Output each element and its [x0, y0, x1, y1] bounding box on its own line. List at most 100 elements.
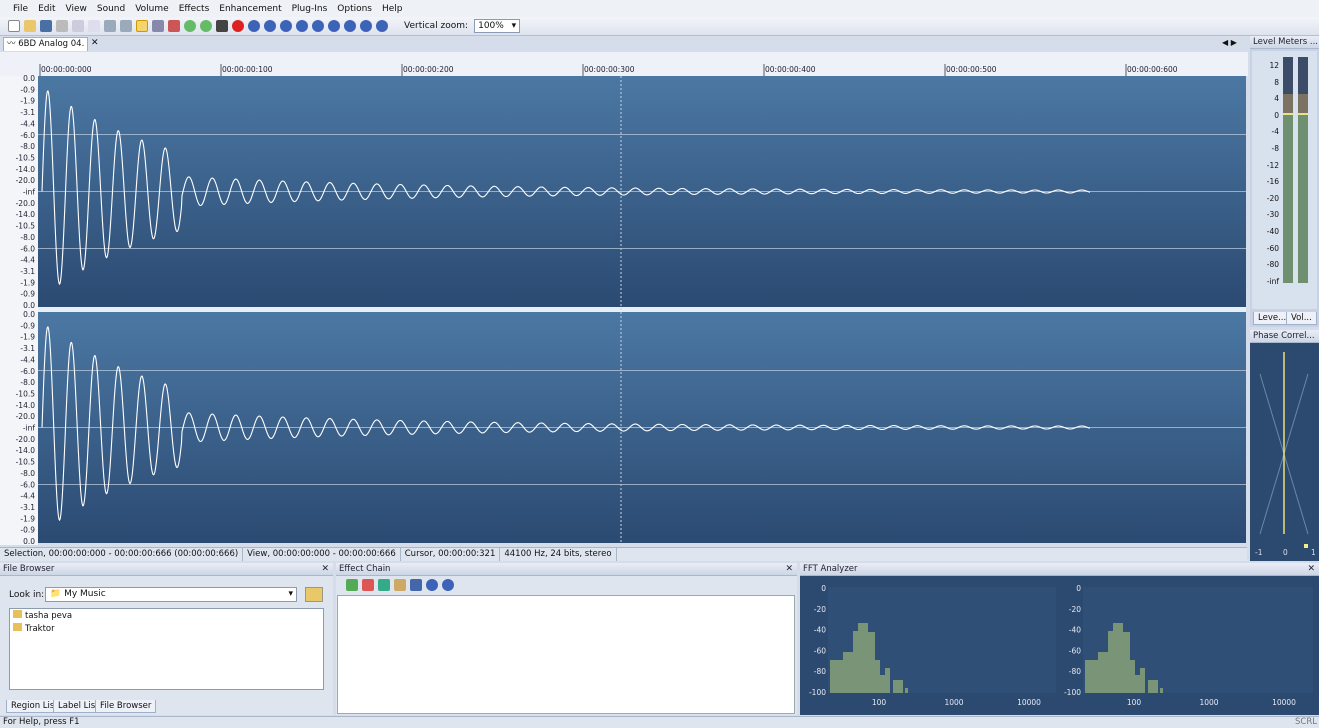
panel-header: Phase Correl... — [1250, 330, 1319, 343]
undo-button[interactable] — [104, 20, 116, 32]
forward-button[interactable] — [360, 20, 372, 32]
menu-item[interactable]: View — [65, 3, 87, 14]
fft-y-label: -80 — [814, 667, 826, 676]
amplitude-label: -4.4 — [20, 256, 35, 265]
folder-icon — [13, 623, 22, 631]
amplitude-label: -10.5 — [16, 153, 36, 162]
document-tab[interactable]: 〰 6BD Analog 04. — [3, 37, 88, 51]
fft-y-label: -40 — [814, 626, 826, 635]
tab-scroll[interactable]: ◀ ▶ — [1222, 38, 1237, 47]
pause-button[interactable] — [344, 20, 356, 32]
menu-item[interactable]: Effects — [178, 3, 210, 14]
status-field: View, 00:00:00:000 - 00:00:00:666 — [243, 548, 401, 561]
menu-item[interactable]: Volume — [135, 3, 169, 14]
fft-y-label: -60 — [814, 646, 826, 655]
amplitude-label: -10.5 — [16, 389, 36, 398]
fft-y-label: -20 — [814, 605, 826, 614]
back-button[interactable] — [264, 20, 276, 32]
zoom-label: Vertical zoom: — [404, 21, 469, 31]
fft-y-label: -20 — [1069, 605, 1081, 614]
folder-dropdown[interactable]: 📁 My Music ▾ — [45, 587, 297, 602]
menu-item[interactable]: File — [13, 3, 29, 14]
panel-tab[interactable]: Vol... — [1286, 312, 1317, 325]
meter-scale-label: 12 — [1269, 61, 1279, 70]
amplitude-label: -6.0 — [20, 480, 35, 489]
meter-scale-label: 0 — [1274, 110, 1279, 120]
scrub-tool[interactable] — [168, 20, 180, 32]
menu-item[interactable]: Plug-Ins — [291, 3, 328, 14]
save-button[interactable] — [40, 20, 52, 32]
channel-separator — [38, 307, 1246, 312]
fft-plots: 0 -20 -40 -60 -80 -100 100 1000 10000 0 -20 -40 -60 -… — [809, 584, 1313, 707]
folder-name: My Music — [64, 589, 106, 599]
look-in-label: Look in: — [9, 590, 45, 600]
amplitude-label: -1.9 — [20, 333, 35, 342]
menu-item[interactable]: Help — [382, 3, 403, 14]
snap-button[interactable] — [216, 20, 228, 32]
meter-scale-label: -8 — [1271, 144, 1279, 153]
fft-y-label: -100 — [809, 688, 826, 697]
amplitude-ruler — [0, 76, 38, 545]
up-folder-button[interactable] — [305, 587, 323, 602]
menu-item[interactable]: Edit — [38, 3, 56, 14]
time-label: 00:00:00:300 — [584, 65, 635, 74]
folder-icon — [13, 610, 22, 618]
open-button[interactable] — [24, 20, 36, 32]
amplitude-label: 0.0 — [23, 310, 35, 319]
cut-button[interactable] — [56, 20, 68, 32]
fft-y-label: 0 — [1076, 584, 1081, 593]
record-button[interactable] — [232, 20, 244, 32]
panel-title: Level Meters ... — [1253, 37, 1318, 47]
play-selection-button[interactable] — [296, 20, 308, 32]
panel-title: File Browser — [3, 564, 55, 574]
end-button[interactable] — [376, 20, 388, 32]
loop-button[interactable] — [312, 20, 324, 32]
close-tab[interactable]: ✕ — [91, 38, 99, 48]
correlation-indicator — [1304, 544, 1308, 548]
meter-scale-label: -20 — [1266, 193, 1279, 203]
amplitude-label: -8.0 — [20, 233, 35, 242]
file-item[interactable]: tasha peva — [10, 609, 323, 622]
zoom-out-button[interactable] — [200, 20, 212, 32]
amplitude-label: -1.9 — [20, 278, 35, 287]
amplitude-label: -4.4 — [20, 492, 35, 501]
rewind-button[interactable] — [248, 20, 260, 32]
copy-button[interactable] — [72, 20, 84, 32]
fft-panel: FFT Analyzer ✕ 0 -20 -40 -60 -80 -100 100 1000 10… — [800, 563, 1319, 715]
amplitude-label: -8.0 — [20, 378, 35, 387]
amplitude-label: -8.0 — [20, 469, 35, 478]
amplitude-label: -3.1 — [20, 503, 35, 512]
amplitude-label: -1.9 — [20, 97, 35, 106]
meter-left — [1283, 57, 1293, 283]
file-item[interactable]: Traktor — [10, 622, 323, 635]
new-button[interactable] — [8, 20, 20, 32]
zoom-in-button[interactable] — [184, 20, 196, 32]
amplitude-label: -10.5 — [16, 222, 36, 231]
menu-item[interactable]: Enhancement — [219, 3, 282, 14]
amplitude-label: 0.0 — [23, 301, 35, 310]
waveform — [41, 90, 1091, 286]
time-label: 00:00:00:400 — [765, 65, 816, 74]
zoom-dropdown[interactable]: 100% ▾ — [474, 19, 521, 33]
stop-button[interactable] — [328, 20, 340, 32]
amplitude-label: -4.4 — [20, 355, 35, 364]
amplitude-label: -14.0 — [16, 165, 36, 174]
time-label: 00:00:00:000 — [41, 65, 92, 74]
amplitude-label: -20.0 — [16, 199, 36, 208]
amplitude-label: -6.0 — [20, 367, 35, 376]
amplitude-label: -3.1 — [20, 267, 35, 276]
select-tool[interactable] — [136, 20, 148, 32]
fft-y-label: -60 — [1069, 646, 1081, 655]
play-button[interactable] — [280, 20, 292, 32]
fft-x-label: 100 — [872, 698, 887, 707]
meter-scale-label: -inf — [1266, 276, 1279, 286]
meter-scale-label: -16 — [1266, 177, 1279, 187]
redo-button[interactable] — [120, 20, 132, 32]
spectrum-left — [830, 623, 908, 693]
menu-item[interactable]: Options — [337, 3, 372, 14]
zoom-tool[interactable] — [152, 20, 164, 32]
menu-item[interactable]: Sound — [96, 3, 126, 14]
panel-tab[interactable]: File Browser — [95, 700, 157, 713]
status-field: 44100 Hz, 24 bits, stereo — [500, 548, 617, 561]
paste-button[interactable] — [88, 20, 100, 32]
